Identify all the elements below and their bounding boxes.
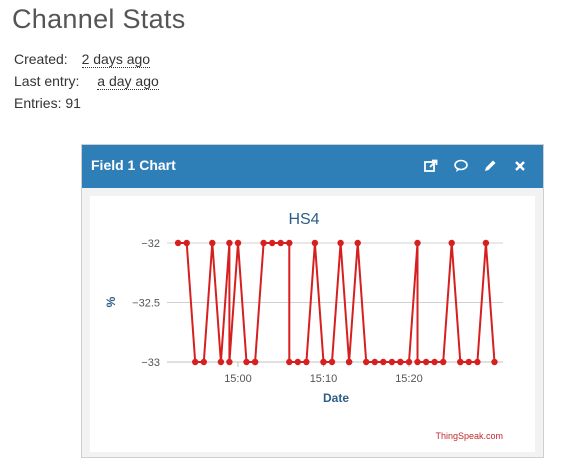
data-point [380, 358, 387, 366]
data-point [320, 358, 327, 366]
data-point [209, 239, 216, 247]
y-tick-label: −32.5 [132, 298, 160, 310]
data-point [328, 358, 336, 366]
x-tick-label: 15:00 [224, 373, 252, 385]
data-point [354, 239, 361, 247]
page-title: Channel Stats [12, 4, 186, 34]
pencil-icon[interactable] [482, 158, 498, 174]
data-point [217, 358, 225, 366]
created-row: Created: 2 days ago [14, 48, 159, 70]
chart-credit: ThingSpeak.com [435, 431, 503, 441]
external-link-icon[interactable] [423, 158, 439, 174]
data-point [294, 358, 301, 366]
data-point [234, 239, 242, 247]
data-point [345, 358, 353, 366]
data-point [303, 358, 310, 366]
last-entry-row: Last entry: a day ago [14, 70, 159, 92]
data-point [465, 358, 472, 366]
entries-label: Entries: [14, 95, 62, 111]
x-tick-label: 15:10 [310, 373, 338, 385]
data-point [448, 239, 455, 247]
panel-header: Field 1 Chart [82, 145, 543, 188]
data-point [192, 358, 199, 366]
x-tick-label: 15:20 [395, 373, 423, 385]
data-point [174, 239, 182, 247]
last-entry-label: Last entry: [14, 73, 80, 89]
data-point [286, 239, 293, 247]
data-point [431, 358, 438, 366]
data-point [183, 239, 190, 247]
data-point [226, 239, 233, 247]
chart-title: HS4 [288, 211, 319, 228]
data-point [405, 358, 413, 366]
data-point [388, 358, 396, 366]
line-chart: HS4 −32 −32.5 −33 15:00 15:10 15:20 Date% ThingS… [104, 211, 503, 441]
data-point [482, 239, 490, 247]
entries-row: Entries: 91 [14, 92, 159, 114]
panel-title: Field 1 Chart [91, 157, 176, 173]
data-point [269, 239, 276, 247]
entries-value: 91 [65, 95, 81, 111]
data-point [251, 358, 259, 366]
data-point [311, 239, 319, 247]
data-point [200, 358, 207, 366]
data-point [371, 358, 378, 366]
created-label: Created: [14, 51, 68, 67]
series-line [178, 242, 496, 363]
data-point [226, 358, 233, 366]
x-axis-label: Date [323, 391, 349, 405]
field-chart-panel: Field 1 Chart HS4 −32 −32.5 −33 15:00 15:10 [81, 144, 544, 458]
y-tick-label: −33 [141, 357, 160, 369]
channel-stats: Created: 2 days ago Last entry: a day ag… [14, 48, 159, 114]
data-point [286, 358, 293, 366]
y-tick-label: −32 [141, 238, 160, 250]
y-axis-label: % [104, 296, 118, 307]
data-point [474, 358, 481, 366]
data-point [397, 358, 404, 366]
data-point [414, 239, 421, 247]
data-point [363, 358, 370, 366]
data-point [440, 358, 447, 366]
close-icon[interactable] [512, 158, 528, 174]
data-point [414, 358, 421, 366]
last-entry-value: a day ago [97, 73, 159, 90]
data-point [491, 358, 498, 366]
data-point [243, 358, 250, 366]
created-value: 2 days ago [81, 51, 151, 68]
chart-area: HS4 −32 −32.5 −33 15:00 15:10 15:20 Date% ThingS… [90, 196, 535, 452]
data-point [337, 239, 344, 247]
data-point [260, 239, 267, 247]
data-point [277, 239, 284, 247]
data-point [422, 358, 430, 366]
comment-icon[interactable] [453, 158, 469, 174]
data-point [457, 358, 464, 366]
